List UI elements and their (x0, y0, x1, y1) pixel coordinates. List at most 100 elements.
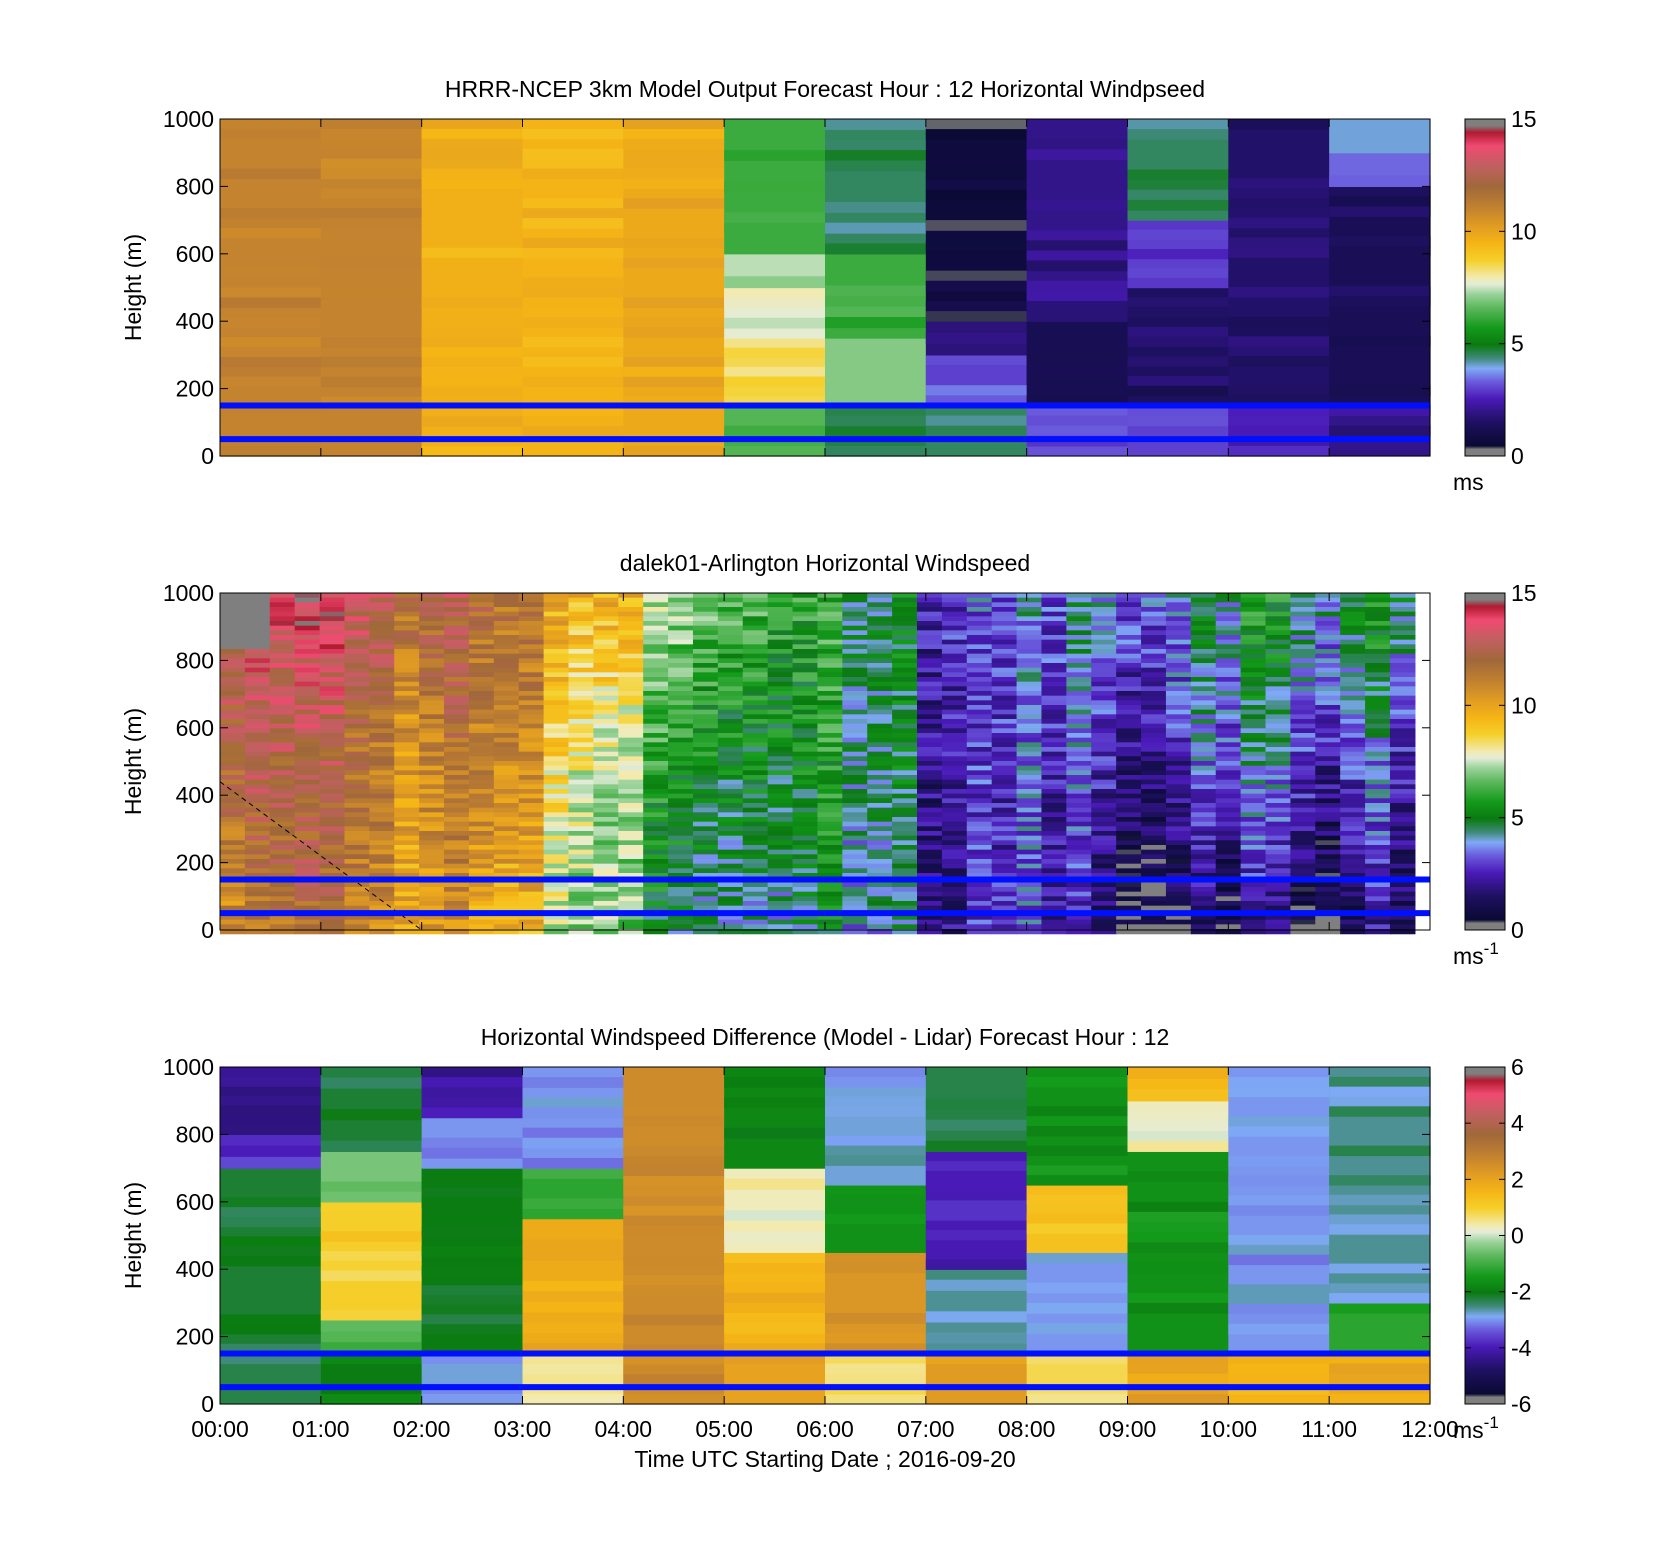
heatmap-cell (1240, 639, 1267, 645)
heatmap-cell (692, 658, 719, 664)
heatmap-cell (468, 677, 495, 683)
heatmap-cell (1240, 761, 1267, 767)
heatmap-cell (394, 784, 420, 790)
heatmap-cell (1141, 658, 1167, 664)
heatmap-cell (1141, 686, 1167, 692)
heatmap-cell (724, 276, 826, 289)
heatmap-cell (1127, 1141, 1229, 1152)
heatmap-cell (742, 765, 769, 771)
heatmap-cell (623, 366, 725, 378)
heatmap-cell (1315, 737, 1341, 743)
heatmap-cell (220, 770, 246, 776)
heatmap-cell (1141, 742, 1167, 748)
heatmap-cell (1240, 621, 1267, 627)
heatmap-cell (1041, 621, 1067, 627)
heatmap-cell (1228, 415, 1330, 427)
heatmap-cell (394, 929, 420, 935)
heatmap-cell (294, 896, 321, 902)
heatmap-cell (1165, 695, 1192, 701)
heatmap-cell (867, 896, 893, 902)
heatmap-cell (867, 798, 893, 804)
heatmap-cell (294, 681, 321, 687)
heatmap-cell (444, 625, 470, 631)
x-tick-label: 01:00 (292, 1416, 350, 1442)
heatmap-cell (1127, 395, 1229, 407)
heatmap-cell (917, 849, 943, 855)
heatmap-cell (543, 681, 570, 687)
heatmap-cell (692, 747, 719, 753)
heatmap-cell (792, 649, 819, 655)
heatmap-cell (618, 695, 644, 701)
heatmap-cell (1365, 733, 1391, 739)
heatmap-cell (1389, 789, 1416, 795)
heatmap-cell (1365, 849, 1391, 855)
heatmap-cell (842, 775, 868, 781)
heatmap-cell (493, 896, 520, 902)
heatmap-cell (692, 765, 719, 771)
heatmap-cell (220, 267, 322, 279)
heatmap-cell (419, 621, 445, 627)
heatmap-cell (543, 770, 570, 776)
heatmap-cell (522, 1168, 624, 1179)
heatmap-cell (220, 737, 246, 743)
heatmap-cell (1127, 336, 1229, 348)
heatmap-cell (643, 742, 669, 748)
heatmap-cell (1215, 635, 1242, 641)
heatmap-cell (867, 723, 893, 729)
heatmap-cell (1290, 728, 1316, 734)
heatmap-cell (724, 222, 826, 234)
heatmap-cell (867, 747, 893, 753)
heatmap-cell (717, 709, 744, 715)
heatmap-cell (1290, 882, 1316, 888)
heatmap-cell (1340, 779, 1366, 785)
heatmap-cell (618, 919, 644, 925)
heatmap-cell (1141, 695, 1167, 701)
heatmap-cell (623, 1285, 725, 1296)
heatmap-cell (1041, 681, 1067, 687)
heatmap-cell (1315, 882, 1341, 888)
heatmap-cell (692, 826, 719, 832)
heatmap-cell (817, 625, 843, 631)
heatmap-cell (1389, 691, 1416, 697)
heatmap-cell (1091, 602, 1117, 608)
heatmap-cell (1091, 639, 1117, 645)
heatmap-cell (568, 677, 594, 683)
heatmap-cell (966, 597, 993, 603)
heatmap-cell (1389, 630, 1416, 636)
heatmap-cell (1265, 817, 1292, 823)
heatmap-cell (966, 798, 993, 804)
heatmap-cell (493, 667, 520, 673)
heatmap-cell (220, 649, 246, 655)
heatmap-cell (792, 625, 819, 631)
heatmap-cell (692, 681, 719, 687)
heatmap-cell (369, 840, 395, 846)
heatmap-cell (1141, 779, 1167, 785)
heatmap-cell (394, 681, 420, 687)
heatmap-cell (394, 812, 420, 818)
heatmap-cell (1290, 789, 1316, 795)
heatmap-cell (1340, 649, 1366, 655)
heatmap-cell (543, 723, 570, 729)
heatmap-cell (1265, 653, 1292, 659)
heatmap-cell (1329, 1353, 1431, 1365)
heatmap-cell (543, 887, 570, 893)
heatmap-cell (1365, 779, 1391, 785)
heatmap-cell (319, 882, 346, 888)
heatmap-cell (269, 695, 296, 701)
heatmap-cell (1365, 859, 1391, 865)
heatmap-cell (1127, 248, 1229, 260)
heatmap-cell (593, 915, 619, 921)
heatmap-cell (1165, 653, 1192, 659)
heatmap-cell (892, 709, 918, 715)
heatmap-cell (294, 887, 321, 893)
heatmap-cell (925, 209, 1028, 221)
heatmap-cell (1141, 896, 1167, 902)
heatmap-cell (1165, 798, 1192, 804)
heatmap-cell (220, 714, 246, 720)
heatmap-cell (1215, 812, 1242, 818)
heatmap-cell (1240, 770, 1267, 776)
heatmap-cell (1066, 784, 1092, 790)
heatmap-cell (966, 826, 993, 832)
heatmap-cell (220, 317, 322, 328)
heatmap-cell (1389, 803, 1416, 809)
